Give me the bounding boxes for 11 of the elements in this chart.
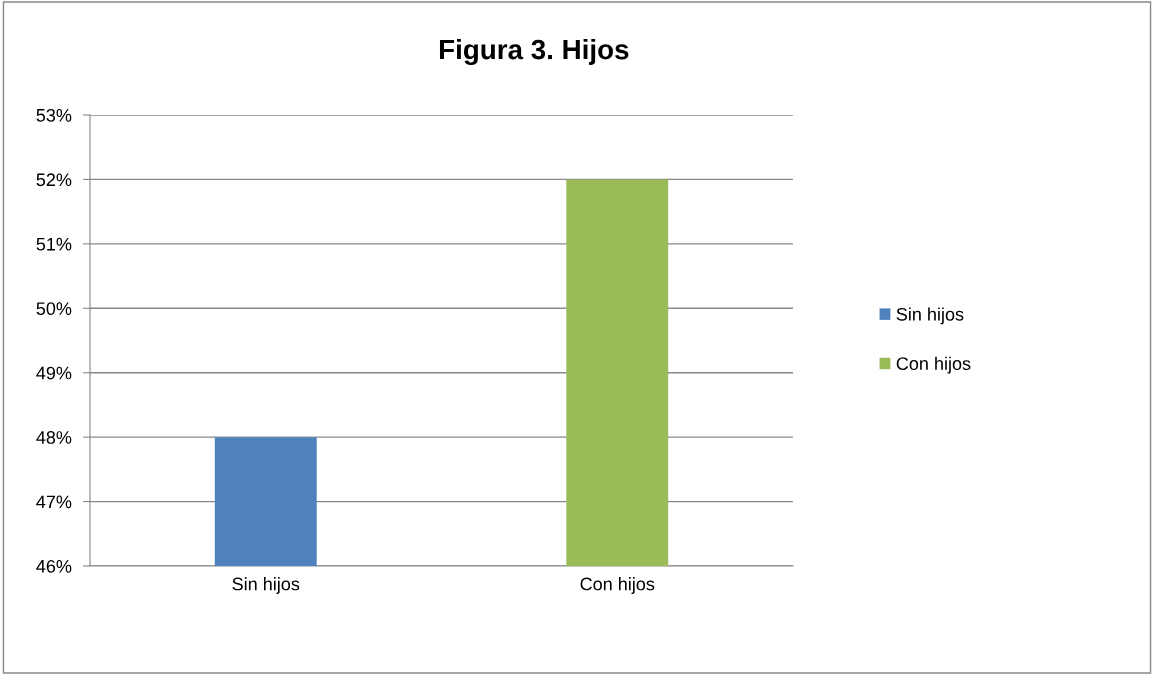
y-tick-label: 47% (36, 495, 72, 509)
y-tick-label: 52% (36, 173, 72, 187)
y-tick-label: 48% (36, 431, 72, 444)
y-tick-label: 51% (36, 237, 72, 251)
y-tick-label: 53% (36, 108, 72, 122)
legend-label: Con hijos (896, 356, 971, 374)
legend-label: Sin hijos (896, 307, 964, 325)
y-tick-label: 50% (36, 302, 72, 316)
y-tick-label: 49% (36, 366, 72, 380)
y-tick-label: 46% (36, 559, 72, 573)
chart-title: Figura 3. Hijos (439, 38, 629, 66)
